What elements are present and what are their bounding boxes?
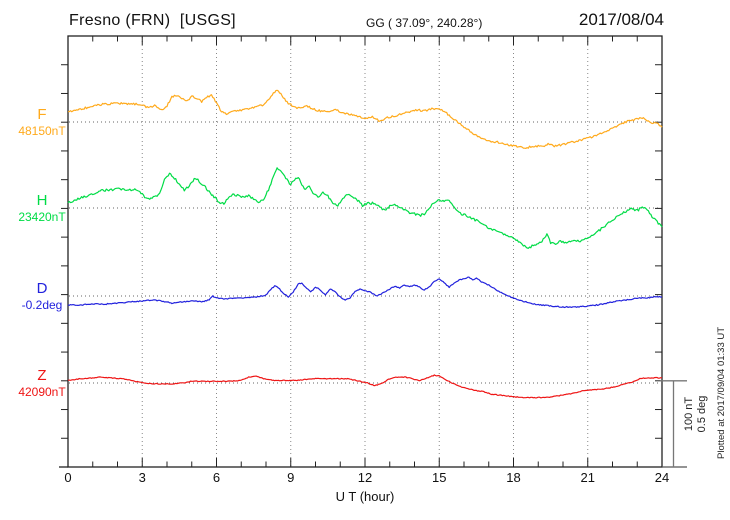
x-tick-label-9: 9 [287,470,295,485]
trace-baseline-value-D: -0.2deg [21,298,63,312]
trace-label-D: D -0.2deg [0,281,84,312]
x-tick-label-12: 12 [357,470,373,485]
trace-baseline-value-Z: 42090nT [18,385,66,399]
scale-bar-caption: 100 nT 0.5 deg [683,379,709,449]
trace-name-D: D [36,280,48,297]
x-tick-label-3: 3 [138,470,146,485]
x-tick-label-15: 15 [432,470,447,485]
plot-date: 2017/08/04 [578,10,664,29]
x-tick-label-6: 6 [212,470,221,485]
trace-label-H: H 23420nT [0,193,84,224]
trace-baseline-value-H: 23420nT [18,210,66,224]
trace-label-F: F 48150nT [0,107,84,138]
x-tick-label-24: 24 [654,470,670,485]
x-tick-label-0: 0 [64,470,72,485]
trace-label-Z: Z 42090nT [0,368,84,399]
geographic-coordinates: GG ( 37.09°, 240.28°) [366,16,483,30]
trace-name-H: H [36,192,48,209]
trace-F [67,89,663,149]
trace-name-Z: Z [37,367,47,384]
x-axis-title: U T (hour) [335,489,395,504]
plotted-timestamp-note: Plotted at 2017/09/04 01:33 UT [716,326,727,459]
scale-bar-caption-deg: 0.5 deg [696,395,708,433]
trace-H [67,167,663,249]
x-tick-label-18: 18 [506,470,521,485]
scale-bar-caption-nt: 100 nT [683,396,695,432]
station-title: Fresno (FRN) [USGS] [69,12,236,29]
trace-Z [67,374,663,399]
trace-D [67,276,663,309]
trace-baseline-value-F: 48150nT [18,124,66,138]
plot-frame [67,35,663,468]
x-tick-label-21: 21 [580,470,595,485]
trace-name-F: F [37,106,47,123]
